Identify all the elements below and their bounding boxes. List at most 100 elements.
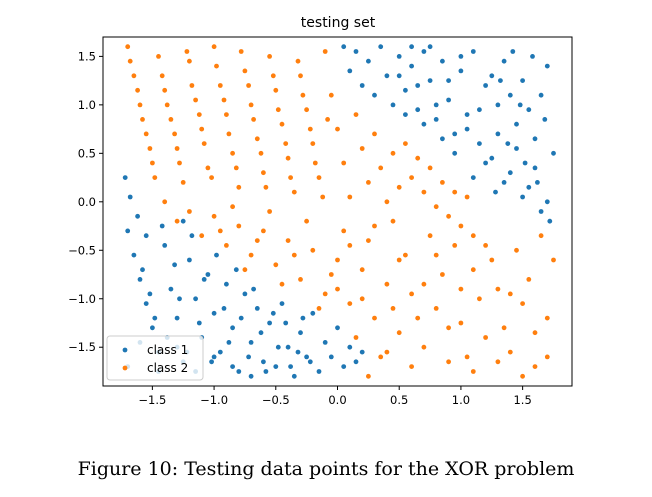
point-class-1	[224, 281, 229, 287]
point-class-2	[458, 286, 464, 292]
point-class-2	[285, 238, 291, 244]
point-class-2	[551, 257, 556, 263]
figure-caption: Figure 10: Testing data points for the X…	[77, 458, 575, 480]
point-class-1	[538, 92, 544, 98]
point-class-1	[196, 320, 202, 326]
point-class-1	[341, 44, 347, 50]
point-class-2	[446, 359, 451, 365]
point-class-2	[409, 175, 414, 181]
point-class-1	[440, 136, 445, 142]
point-class-2	[316, 306, 322, 311]
point-class-2	[199, 233, 205, 239]
point-class-2	[140, 117, 145, 122]
point-class-2	[378, 165, 384, 171]
point-class-1	[446, 97, 451, 103]
point-class-2	[261, 170, 266, 176]
x-tick-label: −1.5	[138, 393, 166, 407]
point-class-1	[233, 267, 239, 273]
point-class-1	[143, 233, 149, 239]
point-class-1	[125, 228, 131, 234]
point-class-2	[205, 165, 211, 171]
point-class-2	[226, 131, 232, 137]
data-points	[122, 44, 556, 379]
point-class-2	[261, 228, 266, 234]
point-class-2	[483, 243, 488, 248]
point-class-1	[261, 359, 266, 365]
point-class-1	[520, 78, 525, 83]
point-class-2	[187, 209, 192, 214]
point-class-1	[507, 92, 513, 98]
point-class-1	[390, 102, 396, 108]
point-class-2	[174, 146, 180, 151]
point-class-1	[421, 121, 427, 127]
point-class-2	[403, 252, 408, 258]
point-class-2	[291, 189, 297, 195]
point-class-2	[501, 325, 507, 331]
point-class-1	[137, 277, 143, 282]
point-class-2	[520, 301, 525, 306]
legend: class 1 class 2	[106, 335, 204, 381]
point-class-2	[446, 325, 451, 331]
point-class-2	[258, 150, 264, 156]
point-class-1	[359, 83, 365, 88]
point-class-2	[470, 369, 476, 374]
point-class-2	[131, 73, 137, 79]
point-class-1	[209, 359, 215, 365]
point-class-2	[233, 165, 239, 171]
point-class-2	[325, 117, 330, 122]
point-class-2	[168, 117, 174, 122]
point-class-2	[209, 175, 215, 181]
point-class-1	[310, 310, 316, 316]
point-class-2	[196, 112, 202, 117]
point-class-1	[307, 359, 313, 365]
point-class-2	[359, 146, 365, 151]
x-tick-label: 1.0	[452, 393, 470, 407]
point-class-2	[452, 189, 458, 195]
point-class-2	[242, 267, 248, 273]
point-class-2	[152, 175, 158, 181]
legend-marker	[122, 365, 128, 371]
point-class-1	[464, 126, 470, 132]
point-class-2	[390, 306, 396, 311]
point-class-2	[514, 247, 519, 253]
point-class-1	[547, 218, 553, 224]
point-class-1	[415, 83, 421, 88]
point-class-2	[335, 257, 340, 263]
point-class-2	[242, 68, 248, 74]
point-class-1	[483, 160, 488, 166]
point-class-1	[246, 354, 252, 360]
point-class-1	[150, 325, 155, 331]
point-class-2	[254, 238, 260, 244]
point-class-1	[538, 209, 544, 214]
point-class-1	[214, 252, 219, 258]
point-class-2	[316, 175, 322, 181]
point-class-2	[248, 102, 254, 108]
point-class-2	[187, 58, 192, 64]
point-class-1	[526, 107, 532, 113]
point-class-1	[470, 49, 476, 54]
point-class-2	[236, 184, 242, 190]
point-class-2	[544, 315, 550, 321]
y-tick-label: −0.5	[68, 243, 96, 257]
point-class-2	[298, 277, 303, 282]
point-class-1	[300, 315, 306, 321]
point-class-1	[322, 340, 328, 345]
point-class-1	[242, 291, 248, 297]
point-class-2	[390, 218, 396, 224]
point-class-2	[328, 272, 334, 277]
point-class-1	[353, 359, 359, 365]
point-class-1	[162, 243, 168, 248]
point-class-2	[384, 349, 390, 355]
point-class-2	[283, 141, 289, 147]
point-class-2	[415, 315, 421, 321]
point-class-2	[295, 58, 301, 64]
point-class-2	[236, 223, 242, 229]
point-class-2	[162, 87, 168, 93]
point-class-2	[390, 150, 396, 156]
point-class-1	[495, 102, 501, 108]
point-class-2	[341, 228, 347, 234]
point-class-2	[230, 150, 236, 156]
point-class-1	[501, 58, 507, 64]
point-class-2	[372, 223, 377, 229]
